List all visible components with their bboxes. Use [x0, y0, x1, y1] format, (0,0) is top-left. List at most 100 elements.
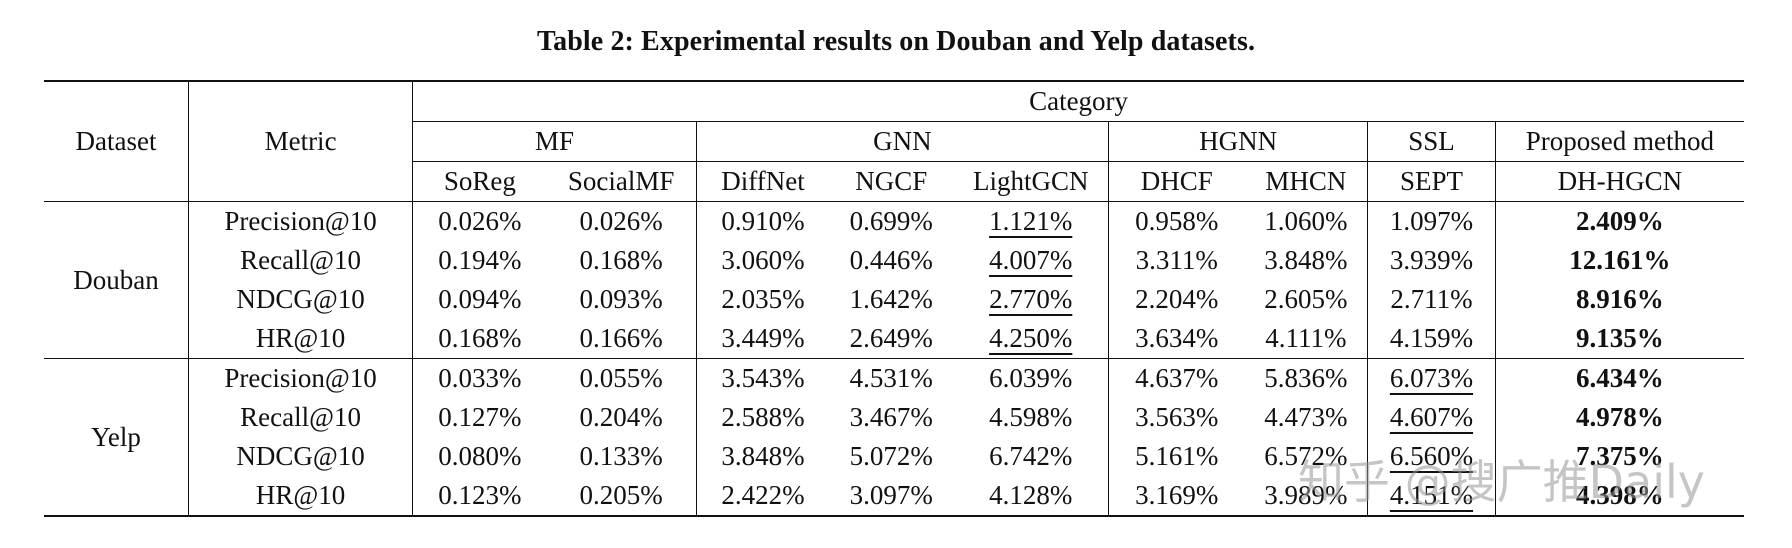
method-header: SocialMF	[567, 166, 675, 196]
table-cell: 0.026%	[438, 206, 522, 236]
table-cell: 6.742%	[989, 441, 1073, 471]
table-cell: 6.434%	[1575, 363, 1664, 393]
table-cell: 0.205%	[579, 480, 663, 510]
table-cell: 0.055%	[579, 363, 663, 393]
table-cell: 0.446%	[849, 245, 933, 275]
table-cell: 4.531%	[849, 363, 933, 393]
group-header-hgnn: HGNN	[1108, 121, 1368, 162]
method-header: DH-HGCN	[1494, 161, 1744, 202]
table-cell: 5.836%	[1264, 363, 1348, 393]
table-cell: 9.135%	[1575, 323, 1664, 353]
table-cell: 6.039%	[989, 363, 1073, 393]
table-cell: 2.422%	[721, 480, 805, 510]
table-row: Douban Precision@10 0.026% 0.026% 0.910% 0.69…	[44, 201, 1744, 359]
table-row: HR@10 0.123% 0.205% 2.422% 3.097% 4.128% 3.169…	[44, 476, 1744, 517]
table-cell: 2.409%	[1575, 206, 1664, 236]
table-cell: 4.637%	[1135, 363, 1219, 393]
method-header: SoReg	[412, 161, 547, 202]
table-cell: 2.649%	[849, 323, 933, 353]
table-cell: 4.473%	[1264, 402, 1348, 432]
table-body: Douban Precision@10 0.026% 0.026% 0.910% 0.69…	[44, 201, 1744, 517]
metric-label: HR@10	[187, 319, 413, 359]
table-cell: 6.073%	[1389, 363, 1474, 393]
table-cell: 2.204%	[1135, 284, 1219, 314]
metric-label: Precision@10	[187, 358, 413, 398]
table-cell: 2.770%	[989, 284, 1073, 314]
table-cell: 0.168%	[438, 323, 522, 353]
table-cell: 1.097%	[1389, 206, 1474, 236]
table-cell: 4.151%	[1389, 480, 1474, 510]
table-cell: 6.560%	[1389, 441, 1474, 471]
group-header-ssl: SSL	[1367, 121, 1496, 162]
table-cell: 0.093%	[579, 284, 663, 314]
metric-label: HR@10	[187, 476, 413, 517]
table-cell: 4.111%	[1265, 323, 1347, 353]
table-cell: 0.699%	[849, 206, 933, 236]
table-cell: 3.939%	[1389, 245, 1474, 275]
table-cell: 3.311%	[1135, 245, 1218, 275]
table-cell: 3.563%	[1135, 402, 1219, 432]
table-cell: 0.204%	[579, 402, 663, 432]
metric-label: NDCG@10	[187, 437, 413, 476]
table-cell: 0.194%	[438, 245, 522, 275]
table-cell: 0.958%	[1135, 206, 1219, 236]
dataset-header: Dataset	[44, 80, 189, 202]
table-cell: 0.166%	[579, 323, 663, 353]
category-header: Category	[412, 80, 1744, 122]
table-cell: 0.033%	[438, 363, 522, 393]
table-cell: 3.634%	[1135, 323, 1219, 353]
table-cell: 5.161%	[1135, 441, 1219, 471]
table-cell: 1.121%	[989, 206, 1073, 236]
table-cell: 3.169%	[1135, 480, 1219, 510]
metric-label: Recall@10	[187, 241, 413, 280]
table-cell: 12.161%	[1569, 245, 1671, 275]
metric-label: NDCG@10	[187, 280, 413, 319]
table-cell: 3.848%	[721, 441, 805, 471]
metric-header: Metric	[187, 80, 413, 202]
group-header-mf: MF	[412, 121, 697, 162]
table-cell: 4.159%	[1389, 323, 1474, 353]
table-cell: 3.449%	[721, 323, 805, 353]
table-row: NDCG@10 0.080% 0.133% 3.848% 5.072% 6.742% 5.1…	[44, 437, 1744, 476]
table-cell: 7.375%	[1575, 441, 1664, 471]
group-header-proposed: Proposed method	[1494, 121, 1744, 162]
table-cell: 0.094%	[438, 284, 522, 314]
table-row: NDCG@10 0.094% 0.093% 2.035% 1.642% 2.770% 2.2…	[44, 280, 1744, 319]
table-cell: 6.572%	[1264, 441, 1348, 471]
method-header: NGCF	[855, 166, 928, 196]
table-cell: 8.916%	[1575, 284, 1664, 314]
dataset-name: Yelp	[44, 358, 189, 517]
table-cell: 3.467%	[849, 402, 933, 432]
table-cell: 1.060%	[1264, 206, 1348, 236]
table-cell: 4.978%	[1575, 402, 1664, 432]
metric-label: Precision@10	[187, 201, 413, 241]
table-row: HR@10 0.168% 0.166% 3.449% 2.649% 4.250% 3.634…	[44, 319, 1744, 359]
table-cell: 0.133%	[579, 441, 663, 471]
table-cell: 4.607%	[1389, 402, 1474, 432]
table-cell: 2.605%	[1264, 284, 1348, 314]
table-cell: 5.072%	[849, 441, 933, 471]
table-cell: 2.711%	[1390, 284, 1473, 314]
table-cell: 4.007%	[989, 245, 1073, 275]
results-table: Dataset Metric Category MF GNN HGNN SSL …	[44, 80, 1744, 517]
group-header-gnn: GNN	[695, 121, 1109, 162]
dataset-name: Douban	[44, 201, 189, 359]
method-header: LightGCN	[972, 166, 1089, 196]
table-cell: 3.543%	[721, 363, 805, 393]
table-cell: 1.642%	[849, 284, 933, 314]
method-header: DHCF	[1108, 161, 1245, 202]
table-cell: 4.598%	[989, 402, 1073, 432]
method-header: MHCN	[1265, 166, 1347, 196]
table-cell: 4.398%	[1575, 480, 1664, 510]
table-cell: 0.080%	[438, 441, 522, 471]
table-caption: Table 2: Experimental results on Douban …	[536, 26, 1256, 57]
method-header: SEPT	[1367, 161, 1496, 202]
table-cell: 2.035%	[721, 284, 805, 314]
table-cell: 3.848%	[1264, 245, 1348, 275]
table-cell: 3.989%	[1264, 480, 1348, 510]
table-cell: 0.123%	[438, 480, 522, 510]
table-cell: 2.588%	[721, 402, 805, 432]
table-row: Recall@10 0.127% 0.204% 2.588% 3.467% 4.598% 3…	[44, 398, 1744, 437]
table-cell: 0.910%	[721, 206, 805, 236]
table-cell: 0.168%	[579, 245, 663, 275]
